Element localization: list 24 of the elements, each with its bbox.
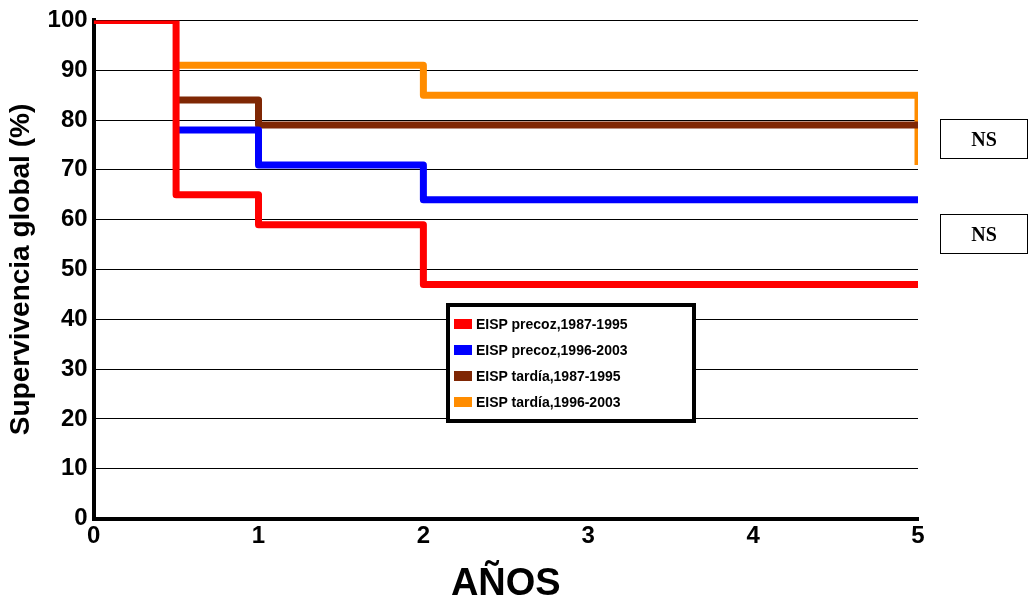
- legend-label: EISP tardía,1987-1995: [476, 368, 621, 384]
- x-tick-label: 4: [746, 520, 761, 548]
- y-tick-label: 100: [47, 5, 88, 33]
- y-tick-label: 60: [60, 204, 88, 232]
- x-tick-label: 5: [911, 520, 925, 548]
- y-tick-label: 30: [60, 353, 88, 381]
- y-tick-label: 40: [60, 303, 88, 331]
- y-axis-title: Supervivencia global (%): [3, 103, 35, 436]
- y-tick-label: 70: [60, 154, 88, 182]
- y-tick-label: 20: [60, 403, 88, 431]
- y-tick-label: 10: [60, 453, 88, 481]
- x-tick-label: 2: [416, 520, 431, 548]
- x-tick-label: 1: [251, 520, 266, 548]
- y-tick-label: 90: [60, 54, 88, 82]
- y-tick-label: 80: [60, 104, 88, 132]
- y-tick-label: 0: [74, 503, 88, 531]
- legend-label: EISP tardía,1996-2003: [476, 394, 621, 410]
- text: NS: [940, 119, 1028, 159]
- legend-label: EISP precoz,1987-1995: [476, 316, 628, 332]
- x-tick-label: 3: [581, 520, 595, 548]
- text: NS: [940, 214, 1028, 254]
- x-axis-title: AÑOS: [450, 559, 561, 603]
- y-tick-label: 50: [60, 254, 88, 282]
- legend-label: EISP precoz,1996-2003: [476, 342, 628, 358]
